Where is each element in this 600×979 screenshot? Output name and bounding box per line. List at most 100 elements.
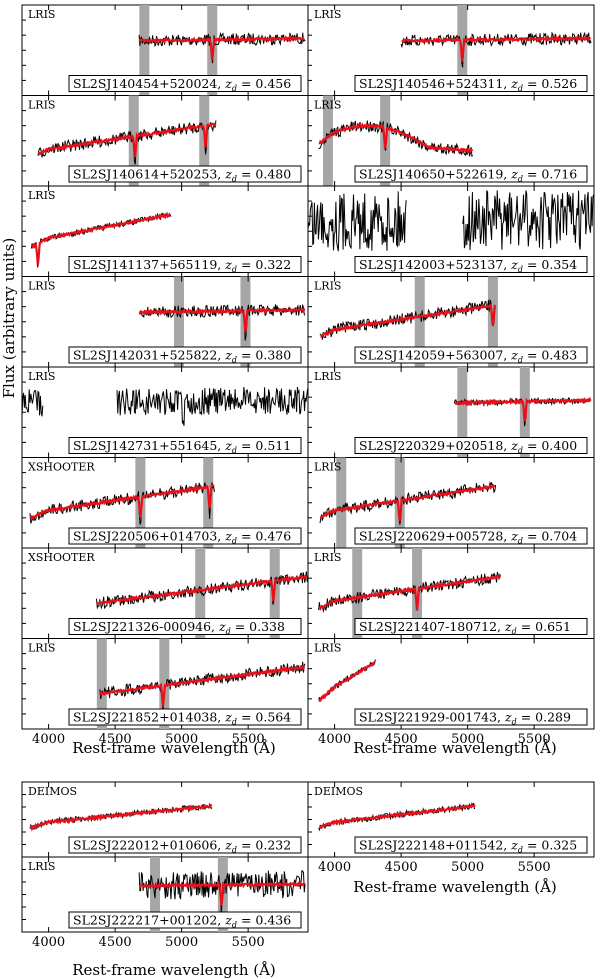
- instrument-label: DEIMOS: [314, 785, 363, 798]
- lens-name-box: [68, 527, 302, 545]
- lens-name-box: [354, 256, 588, 273]
- lens-name-label: SL2SJ221407-180712, zd = 0.651: [359, 619, 571, 636]
- model-spectrum: [29, 803, 213, 832]
- instrument-label: LRIS: [314, 551, 341, 564]
- spectrum-panel: XSHOOTER SL2SJ221326-000946, zd = 0.338: [21, 547, 309, 639]
- lens-name-label: SL2SJ142059+563007, zd = 0.483: [359, 348, 577, 365]
- lens-name-box: [354, 618, 588, 635]
- instrument-label: LRIS: [314, 99, 341, 112]
- absorption-band: [414, 276, 425, 367]
- lens-name-label: SL2SJ221326-000946, zd = 0.338: [73, 619, 285, 636]
- model-spectrum: [138, 34, 305, 61]
- lens-name-box: [68, 836, 302, 854]
- model-spectrum: [37, 122, 217, 157]
- model-spectrum: [139, 881, 306, 906]
- lens-name-box: [354, 75, 588, 92]
- spectrum-panel: LRIS SL2SJ142059+563007, zd = 0.483: [307, 276, 595, 368]
- lens-name-box: [68, 256, 302, 273]
- absorption-band: [412, 548, 423, 639]
- x-tick-label: 5500: [232, 732, 265, 747]
- lens-name-label: SL2SJ221929-001743, zd = 0.289: [359, 710, 571, 727]
- lens-name-label: SL2SJ142003+523137, zd = 0.354: [359, 257, 577, 274]
- observed-spectrum: [462, 190, 594, 251]
- lens-name-box: [68, 165, 302, 183]
- absorption-band: [195, 548, 206, 639]
- model-spectrum: [318, 573, 502, 611]
- observed-spectrum: [308, 191, 407, 252]
- spectrum-panel: LRIS SL2SJ140614+520253, zd = 0.480: [21, 95, 309, 187]
- lens-name-box: [354, 346, 588, 364]
- lens-name-label: SL2SJ221852+014038, zd = 0.564: [73, 710, 291, 727]
- spectrum-panel: XSHOOTER SL2SJ220506+014703, zd = 0.476: [21, 457, 309, 549]
- x-axis-label-deimos-right: Rest-frame wavelength (Å): [353, 878, 557, 896]
- instrument-label: LRIS: [28, 642, 55, 655]
- instrument-label: LRIS: [28, 99, 55, 112]
- instrument-label: LRIS: [314, 8, 341, 21]
- observed-spectrum: [138, 31, 306, 64]
- absorption-band: [336, 457, 347, 548]
- x-tick-label: 5500: [232, 935, 265, 950]
- instrument-label: LRIS: [28, 860, 55, 873]
- lens-name-box: [354, 437, 588, 454]
- model-spectrum: [318, 122, 474, 154]
- x-axis-label-grid: Rest-frame wavelength (Å): [72, 739, 276, 757]
- model-spectrum: [138, 307, 306, 333]
- model-spectrum: [318, 803, 476, 830]
- model-spectrum: [29, 484, 215, 521]
- lens-name-box: [68, 437, 302, 454]
- x-tick-label: 4500: [99, 732, 132, 747]
- absorption-band: [173, 276, 184, 367]
- lens-name-label: SL2SJ140650+522619, zd = 0.716: [359, 167, 577, 184]
- instrument-label: LRIS: [28, 189, 55, 202]
- lens-name-label: SL2SJ220629+005728, zd = 0.704: [359, 529, 577, 546]
- spectrum-panel: LRIS SL2SJ142731+551645, zd = 0.511: [21, 366, 309, 458]
- instrument-label: LRIS: [314, 280, 341, 293]
- absorption-band: [394, 457, 405, 548]
- panel-plot-area: [96, 638, 306, 729]
- spectrum-panel: LRIS SL2SJ221852+014038, zd = 0.564 4000 45…: [21, 638, 309, 747]
- spectrum-panel: LRIS SL2SJ140546+524311, zd = 0.526: [307, 4, 595, 96]
- model-spectrum: [454, 396, 592, 422]
- panel-plot-area: [318, 659, 376, 703]
- lens-name-label: SL2SJ220329+020518, zd = 0.400: [359, 438, 577, 455]
- x-tick-label: 5500: [518, 860, 551, 875]
- panel-plot-area: [138, 857, 306, 932]
- x-tick-label: 5500: [518, 732, 551, 747]
- spectrum-panel: LRIS SL2SJ141137+565119, zd = 0.322: [21, 185, 309, 277]
- panel-plot-area: [453, 367, 592, 458]
- lens-name-label: SL2SJ142731+551645, zd = 0.511: [73, 438, 291, 455]
- model-spectrum: [96, 574, 308, 606]
- x-axis-label-bottom: Rest-frame wavelength (Å): [72, 961, 276, 979]
- instrument-label: LRIS: [28, 8, 55, 21]
- lens-name-box: [354, 836, 588, 854]
- panels-group: LRIS SL2SJ140454+520024, zd = 0.456 LRIS SL…: [21, 4, 595, 950]
- instrument-label: DEIMOS: [28, 785, 77, 798]
- lens-name-box: [354, 165, 588, 183]
- panel-plot-area: [29, 457, 215, 548]
- observed-spectrum: [37, 120, 217, 165]
- instrument-label: LRIS: [314, 461, 341, 474]
- lens-name-label: SL2SJ222012+010606, zd = 0.232: [73, 838, 291, 855]
- spectrum-panel: LRIS SL2SJ220629+005728, zd = 0.704: [307, 457, 595, 549]
- panel-plot-area: [318, 548, 502, 639]
- x-tick-label: 5000: [451, 732, 484, 747]
- instrument-label: LRIS: [28, 370, 55, 383]
- spectrum-panel: SL2SJ142003+523137, zd = 0.354: [307, 185, 595, 277]
- x-tick-label: 5000: [451, 860, 484, 875]
- lens-name-label: SL2SJ140614+520253, zd = 0.480: [73, 167, 291, 184]
- lens-name-label: SL2SJ222217+001202, zd = 0.436: [73, 913, 291, 930]
- spectrum-panel: LRIS SL2SJ222217+001202, zd = 0.436 4000 45…: [21, 856, 309, 950]
- x-tick-label: 4000: [318, 860, 351, 875]
- observed-spectrum: [96, 571, 308, 610]
- observed-spectrum: [22, 389, 44, 417]
- model-spectrum: [98, 665, 306, 707]
- spectrum-panel: LRIS SL2SJ221929-001743, zd = 0.289 4000 45…: [307, 638, 595, 747]
- panel-plot-area: [318, 801, 476, 832]
- x-tick-label: 5000: [165, 732, 198, 747]
- model-spectrum: [319, 483, 496, 522]
- model-spectrum: [30, 212, 171, 266]
- absorption-band: [139, 5, 150, 96]
- x-tick-label: 4500: [99, 935, 132, 950]
- panel-plot-area: [96, 548, 308, 639]
